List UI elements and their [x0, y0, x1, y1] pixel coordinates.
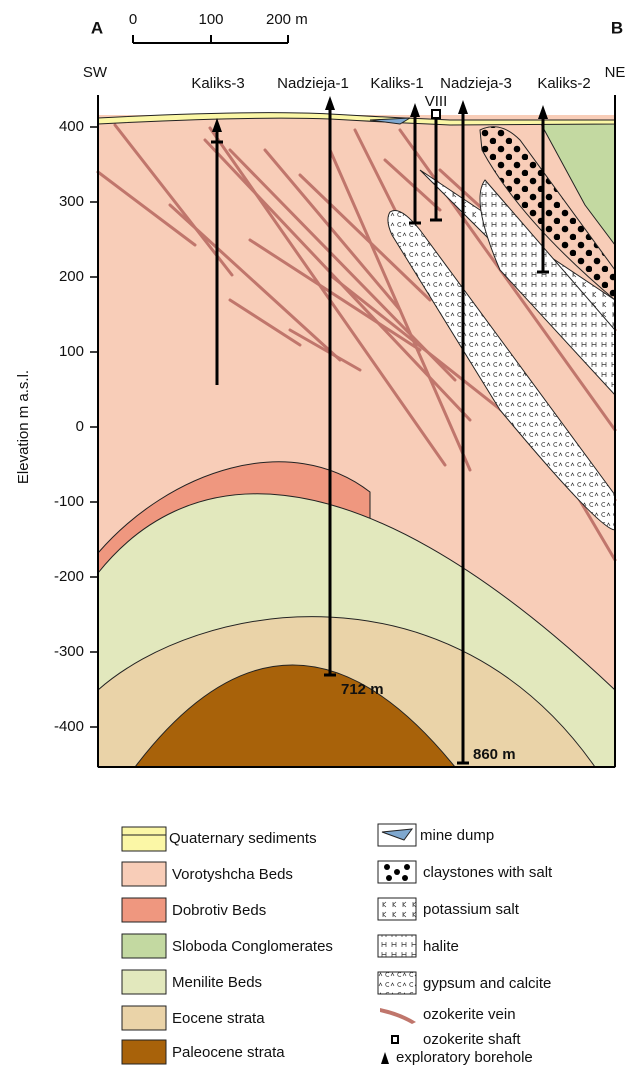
y-tick-label: -100	[54, 493, 84, 510]
legend-label: Sloboda Conglomerates	[172, 938, 333, 955]
cross-section: A B 0 100 200 m SW NE Kaliks-3 Nadzieja-…	[0, 0, 630, 1066]
scale-label: 200 m	[266, 11, 308, 28]
y-tick-label: 0	[76, 418, 84, 435]
legend-label: mine dump	[420, 827, 494, 844]
legend-label: ozokerite vein	[423, 1006, 516, 1023]
y-tick-label: -300	[54, 643, 84, 660]
y-axis: 400 300 200 100 0 -100 -200 -300 -400	[54, 118, 98, 735]
legend-label: Vorotyshcha Beds	[172, 866, 293, 883]
legend-label: Paleocene strata	[172, 1044, 285, 1061]
page: A B 0 100 200 m SW NE Kaliks-3 Nadzieja-…	[0, 0, 630, 1066]
legend-label: exploratory borehole	[396, 1049, 533, 1066]
legend: Quaternary sediments Vorotyshcha Beds Do…	[122, 824, 553, 1066]
scale-label: 100	[198, 11, 223, 28]
corner-label: A	[91, 18, 103, 37]
legend-label: Menilite Beds	[172, 974, 262, 991]
direction-label: NE	[605, 64, 626, 81]
scale-label: 0	[129, 11, 137, 28]
scale-bar	[133, 35, 288, 43]
corner-label: B	[611, 18, 623, 37]
legend-label: Quaternary sediments	[169, 830, 317, 847]
axis-label: Elevation m a.s.l.	[15, 370, 32, 484]
legend-label: Dobrotiv Beds	[172, 902, 266, 919]
borehole-label: Nadzieja-3	[440, 75, 512, 92]
y-tick-label: 100	[59, 343, 84, 360]
y-tick-label: -200	[54, 568, 84, 585]
legend-label: halite	[423, 938, 459, 955]
borehole-label: Nadzieja-1	[277, 75, 349, 92]
borehole-label: Kaliks-1	[370, 75, 423, 92]
legend-label: claystones with salt	[423, 864, 553, 881]
y-tick-label: 200	[59, 268, 84, 285]
y-tick-label: -400	[54, 718, 84, 735]
borehole-label: Kaliks-3	[191, 75, 244, 92]
legend-label: potassium salt	[423, 901, 520, 918]
depth-label: 712 m	[341, 681, 384, 698]
direction-label: SW	[83, 64, 108, 81]
shaft-label: VIII	[425, 93, 448, 110]
legend-label: Eocene strata	[172, 1010, 265, 1027]
legend-label: ozokerite shaft	[423, 1031, 521, 1048]
borehole-label: Kaliks-2	[537, 75, 590, 92]
legend-label: gypsum and calcite	[423, 975, 551, 992]
y-tick-label: 300	[59, 193, 84, 210]
depth-label: 860 m	[473, 746, 516, 763]
y-tick-label: 400	[59, 118, 84, 135]
